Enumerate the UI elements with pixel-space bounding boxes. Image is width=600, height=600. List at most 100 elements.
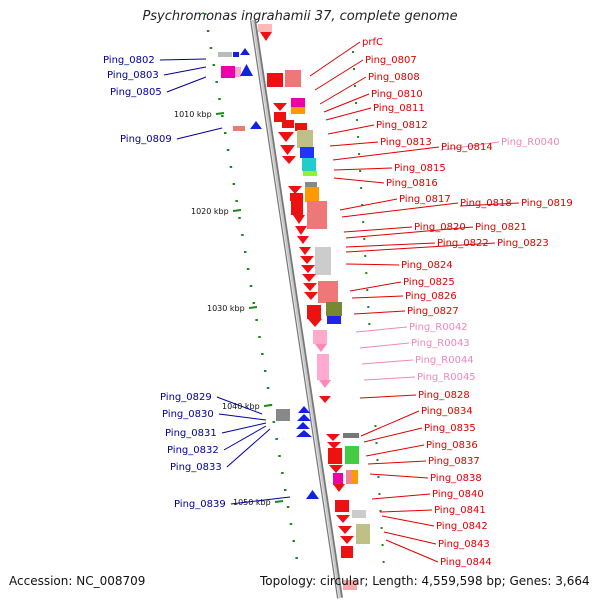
gene-label[interactable]: Ping_0830 [162,409,214,420]
gene-label[interactable]: Ping_0820 [414,222,466,233]
gene-box[interactable] [285,70,301,87]
gene-box[interactable] [346,470,356,484]
gene-box[interactable] [235,67,241,77]
gene-label[interactable]: Ping_0828 [418,390,470,401]
gene-box[interactable] [233,52,239,57]
gene-label[interactable]: Ping_0814 [441,142,493,153]
gene-arrow-reverse[interactable] [297,414,311,421]
gene-box[interactable] [305,182,317,188]
gene-label[interactable]: Ping_R0043 [411,338,470,349]
gene-box[interactable] [315,247,331,275]
gene-box[interactable] [305,187,319,202]
gene-label[interactable]: Ping_0817 [399,194,451,205]
gene-box[interactable] [335,500,349,512]
gene-arrow-forward[interactable] [333,484,345,492]
gene-arrow-forward[interactable] [282,156,296,164]
gene-box[interactable] [233,126,245,131]
gene-label[interactable]: Ping_0819 [521,198,573,209]
gene-box[interactable] [343,433,359,438]
gene-label[interactable]: Ping_0829 [160,392,212,403]
gene-arrow-forward[interactable] [336,515,350,523]
gene-box[interactable] [326,302,342,316]
gene-arrow-forward[interactable] [304,292,318,300]
gene-label[interactable]: Ping_0839 [174,499,226,510]
gene-label[interactable]: Ping_R0042 [409,322,468,333]
gene-arrow-forward[interactable] [301,265,315,273]
gene-box[interactable] [291,201,303,215]
gene-arrow-forward[interactable] [297,236,309,244]
gene-arrow-forward[interactable] [329,465,343,473]
gene-box[interactable] [343,580,357,590]
gene-box[interactable] [282,120,294,128]
gene-label[interactable]: Ping_0810 [371,89,423,100]
gene-box[interactable] [290,410,296,422]
gene-arrow-forward[interactable] [327,442,341,449]
gene-arrow-reverse[interactable] [250,121,262,129]
gene-arrow-forward[interactable] [295,226,307,235]
gene-label[interactable]: Ping_0818 [460,198,512,209]
gene-label[interactable]: Ping_0840 [432,489,484,500]
gene-box[interactable] [300,147,314,158]
gene-label[interactable]: Ping_R0044 [415,355,474,366]
gene-label[interactable]: Ping_0827 [407,306,459,317]
gene-label[interactable]: Ping_0832 [167,445,219,456]
gene-box[interactable] [303,171,317,176]
gene-arrow-reverse[interactable] [296,422,310,429]
gene-label[interactable]: Ping_0823 [497,238,549,249]
gene-box[interactable] [345,446,359,464]
gene-arrow-forward[interactable] [303,283,317,291]
gene-arrow-forward[interactable] [299,247,311,255]
gene-arrow-forward[interactable] [338,526,352,534]
gene-box[interactable] [333,473,343,485]
gene-arrow-forward[interactable] [293,215,305,224]
gene-box[interactable] [328,448,342,464]
gene-label[interactable]: Ping_0833 [170,462,222,473]
gene-label[interactable]: Ping_0811 [373,103,425,114]
gene-box[interactable] [307,201,327,229]
gene-label[interactable]: Ping_0803 [107,70,159,81]
gene-arrow-forward[interactable] [273,103,287,111]
gene-box[interactable] [352,510,366,518]
gene-box[interactable] [313,330,327,344]
gene-label[interactable]: Ping_0812 [376,120,428,131]
gene-arrow-reverse[interactable] [240,64,253,76]
gene-label[interactable]: Ping_0805 [110,87,162,98]
gene-label[interactable]: Ping_0815 [394,163,446,174]
gene-arrow-reverse[interactable] [306,490,319,499]
gene-label[interactable]: Ping_0824 [401,260,453,271]
gene-arrow-forward[interactable] [319,380,331,388]
gene-box[interactable] [274,112,286,122]
gene-box[interactable] [221,66,235,78]
gene-box[interactable] [218,52,232,57]
gene-label[interactable]: Ping_0826 [405,291,457,302]
gene-arrow-reverse[interactable] [296,430,312,437]
gene-arrow-forward[interactable] [288,186,302,194]
gene-label[interactable]: Ping_0838 [430,473,482,484]
gene-label[interactable]: Ping_0836 [426,440,478,451]
gene-label[interactable]: Ping_0816 [386,178,438,189]
gene-label[interactable]: Ping_0809 [120,134,172,145]
gene-box[interactable] [341,546,353,558]
gene-label[interactable]: Ping_0825 [403,277,455,288]
gene-label[interactable]: Ping_0808 [368,72,420,83]
gene-arrow-forward[interactable] [302,274,316,282]
gene-label[interactable]: Ping_0841 [434,505,486,516]
gene-box[interactable] [295,123,307,131]
gene-label[interactable]: Ping_0802 [103,55,155,66]
gene-box[interactable] [291,98,305,107]
gene-label[interactable]: Ping_0821 [475,222,527,233]
gene-box[interactable] [356,524,370,544]
gene-arrow-reverse[interactable] [240,48,250,55]
gene-arrow-forward[interactable] [278,132,294,142]
gene-box[interactable] [302,158,316,171]
gene-box[interactable] [267,73,283,87]
gene-label[interactable]: prfC [362,37,383,48]
gene-box[interactable] [352,470,358,484]
gene-arrow-forward[interactable] [326,434,340,441]
gene-arrow-forward[interactable] [260,32,272,41]
gene-box[interactable] [297,130,313,148]
gene-box[interactable] [317,354,329,380]
gene-arrow-forward[interactable] [300,256,314,264]
gene-arrow-forward[interactable] [340,536,354,544]
gene-label[interactable]: Ping_0831 [165,428,217,439]
